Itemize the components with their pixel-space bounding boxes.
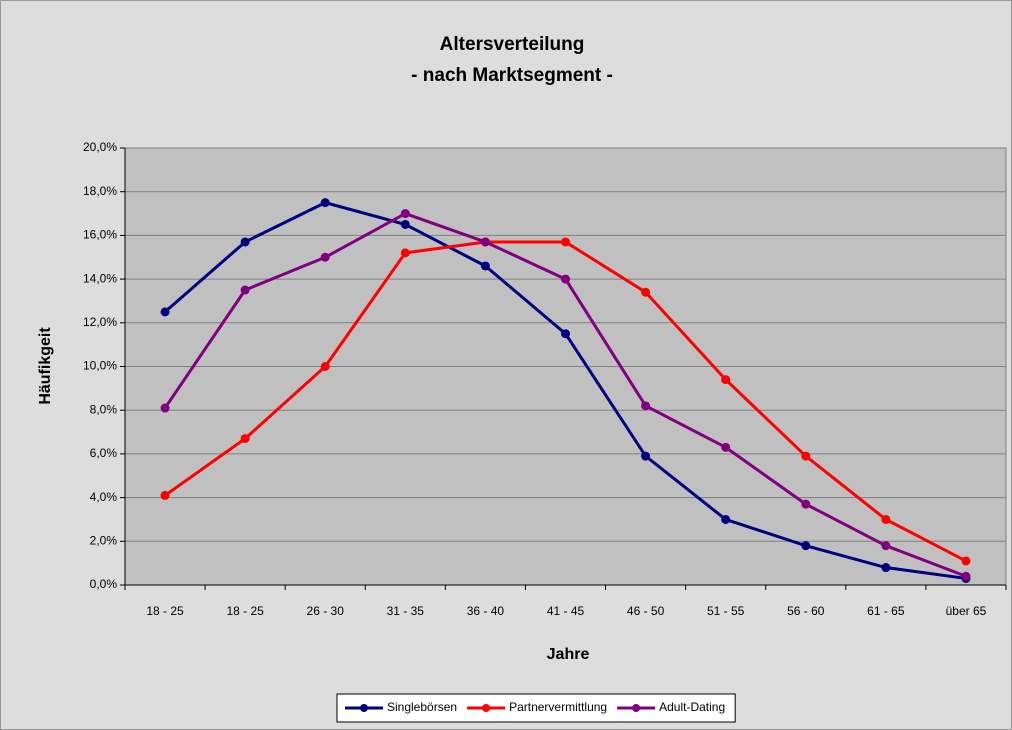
data-point bbox=[721, 514, 731, 524]
data-point bbox=[240, 434, 250, 444]
x-tick-label: 46 - 50 bbox=[627, 604, 665, 618]
data-point bbox=[480, 261, 490, 271]
legend-label: Adult-Dating bbox=[659, 700, 725, 714]
x-tick-label: 56 - 60 bbox=[787, 604, 825, 618]
y-tick-label: 14,0% bbox=[83, 271, 117, 285]
data-point bbox=[320, 362, 330, 371]
y-tick-label: 6,0% bbox=[90, 446, 118, 460]
legend-swatch-marker bbox=[360, 704, 368, 712]
legend-swatch-marker bbox=[482, 704, 491, 712]
data-point bbox=[160, 307, 170, 317]
y-tick-label: 16,0% bbox=[83, 228, 117, 242]
y-axis-title: Häufikgeit bbox=[37, 327, 54, 405]
data-point bbox=[721, 375, 731, 385]
data-point bbox=[881, 541, 891, 551]
y-tick-label: 12,0% bbox=[83, 315, 117, 329]
legend-box bbox=[336, 693, 736, 723]
data-point bbox=[961, 571, 971, 581]
y-tick-label: 10,0% bbox=[83, 359, 117, 373]
legend: Singlebörsen Partnervermittlung Adult-Dati… bbox=[336, 693, 736, 723]
data-point bbox=[400, 209, 410, 219]
y-tick-label: 0,0% bbox=[90, 577, 118, 591]
data-point bbox=[641, 451, 651, 461]
legend-label: Singlebörsen bbox=[387, 700, 457, 714]
data-point bbox=[480, 237, 490, 247]
x-tick-label: 26 - 30 bbox=[307, 604, 345, 618]
x-tick-label: 18 - 25 bbox=[226, 604, 264, 618]
legend-swatch-marker bbox=[632, 704, 641, 712]
data-point bbox=[721, 442, 731, 452]
chart-title: Altersverteilung bbox=[440, 34, 585, 55]
data-point bbox=[320, 198, 330, 208]
data-point bbox=[160, 403, 170, 413]
data-point bbox=[400, 248, 410, 258]
data-point bbox=[801, 499, 811, 509]
x-tick-label: 36 - 40 bbox=[467, 604, 505, 618]
data-point bbox=[400, 219, 410, 229]
data-point bbox=[801, 541, 811, 551]
data-point bbox=[801, 451, 811, 461]
data-point bbox=[240, 237, 250, 247]
data-point bbox=[641, 401, 651, 411]
x-tick-label: 18 - 25 bbox=[146, 604, 184, 618]
x-tick-label: 61 - 65 bbox=[867, 604, 905, 618]
legend-label: Partnervermittlung bbox=[509, 700, 607, 714]
y-tick-label: 20,0% bbox=[83, 140, 117, 154]
y-tick-label: 18,0% bbox=[83, 184, 117, 198]
x-tick-label: 31 - 35 bbox=[387, 604, 425, 618]
data-point bbox=[561, 237, 570, 247]
data-point bbox=[641, 287, 651, 297]
x-axis-title: Jahre bbox=[547, 646, 590, 663]
data-point bbox=[561, 329, 570, 339]
data-point bbox=[561, 274, 570, 284]
x-tick-label: über 65 bbox=[946, 604, 987, 618]
y-tick-label: 4,0% bbox=[90, 490, 118, 504]
data-point bbox=[881, 563, 891, 573]
chart-subtitle: - nach Marktsegment - bbox=[411, 65, 613, 86]
y-tick-label: 8,0% bbox=[90, 402, 118, 416]
data-point bbox=[320, 252, 330, 262]
data-point bbox=[961, 556, 971, 566]
x-tick-label: 51 - 55 bbox=[707, 604, 745, 618]
y-tick-label: 2,0% bbox=[90, 533, 118, 547]
data-point bbox=[881, 514, 891, 524]
data-point bbox=[240, 285, 250, 295]
x-tick-label: 41 - 45 bbox=[547, 604, 585, 618]
data-point bbox=[160, 490, 170, 500]
